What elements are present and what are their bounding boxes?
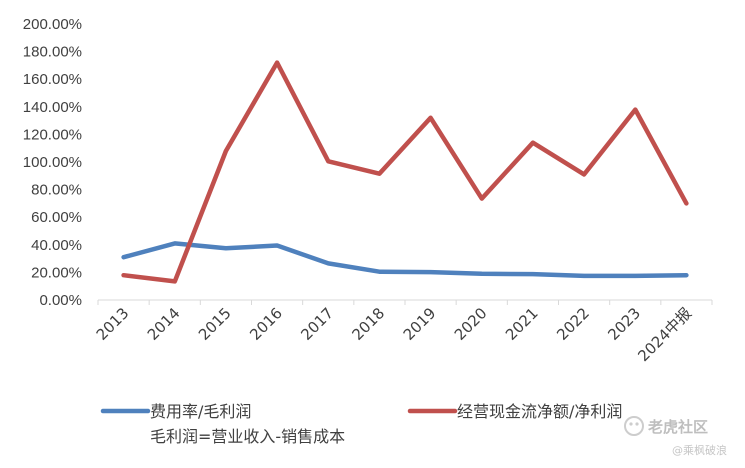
data-point [377,172,381,176]
y-tick-label: 20.00% [31,264,82,281]
y-tick-label: 120.00% [23,126,82,143]
y-tick-label: 0.00% [39,292,82,309]
series-line-expense-ratio [121,241,689,279]
legend-note-gross-profit: 毛利润=营业收入-销售成本 [150,427,345,446]
x-tick-label: 2023 [604,304,644,344]
legend-label-expense-ratio: 费用率/毛利润 [150,402,251,421]
data-point [275,243,279,247]
data-point [173,241,177,245]
y-tick-label: 200.00% [23,16,82,33]
watermark: 老虎社区 @乘枫破浪 [624,416,727,457]
x-tick-label: 2021 [502,304,542,344]
y-tick-label: 160.00% [23,71,82,88]
legend-label-cashflow-ratio: 经营现金流净额/净利润 [457,402,622,421]
data-point [684,273,688,277]
x-tick-label: 2018 [349,304,389,344]
x-tick-label: 2024中报 [634,304,695,365]
y-tick-label: 60.00% [31,209,82,226]
data-point [480,272,484,276]
data-point [224,149,228,153]
data-point [429,116,433,120]
data-point [275,61,279,65]
data-point [377,270,381,274]
data-point [326,261,330,265]
x-tick-label: 2020 [451,304,491,344]
data-point [582,172,586,176]
data-point [326,159,330,163]
x-tick-label: 2016 [246,304,286,344]
data-point [224,246,228,250]
data-point [633,108,637,112]
x-tick-label: 2015 [195,304,235,344]
x-tick-label: 2017 [297,304,337,344]
watermark-logo-text: 老虎社区 [647,418,708,436]
data-point [582,274,586,278]
data-point [122,273,126,277]
series-line-cashflow-ratio [121,60,689,284]
data-point [531,272,535,276]
x-tick-label: 2022 [553,304,593,344]
y-tick-label: 140.00% [23,99,82,116]
data-point [173,279,177,283]
data-point [633,274,637,278]
x-tick-label: 2019 [400,304,440,344]
tiger-logo-icon [624,416,644,436]
data-point [480,197,484,201]
y-tick-label: 100.00% [23,154,82,171]
x-axis: 2013 2014 2015 2016 2017 2018 2019 2020 2021 2022… [93,299,713,365]
watermark-sub-text: @乘枫破浪 [672,443,727,457]
x-tick-label: 2014 [144,304,184,344]
y-tick-label: 180.00% [23,44,82,61]
series-layer [121,60,689,284]
y-tick-label: 40.00% [31,237,82,254]
x-tick-label: 2013 [93,304,133,344]
data-point [429,270,433,274]
legend: 费用率/毛利润 毛利润=营业收入-销售成本 经营现金流净额/净利润 [100,402,622,446]
y-tick-label: 80.00% [31,182,82,199]
y-axis: 0.00% 20.00% 40.00% 60.00% 80.00% 100.00% 120.… [23,16,82,309]
data-point [531,141,535,145]
data-point [684,201,688,205]
data-point [122,255,126,259]
